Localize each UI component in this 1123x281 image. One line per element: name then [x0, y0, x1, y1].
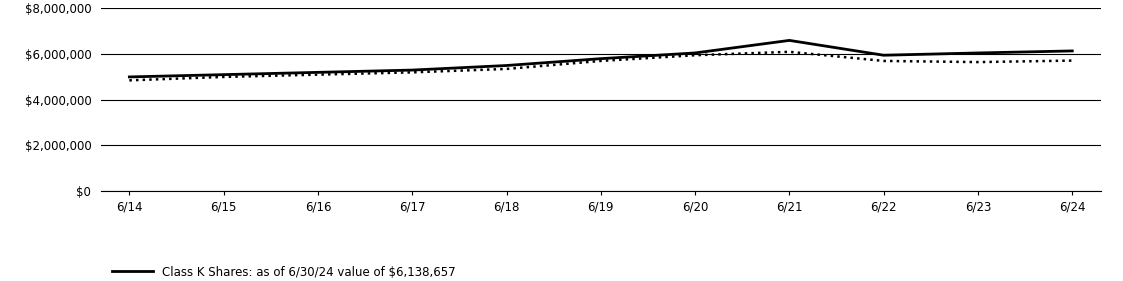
Class K Shares: as of 6/30/24 value of $6,138,657: (10, 6.14e+06): as of 6/30/24 value of $6,138,657: (10, … [1066, 49, 1079, 53]
Class K Shares: as of 6/30/24 value of $6,138,657: (9, 6.05e+06): as of 6/30/24 value of $6,138,657: (9, 6… [971, 51, 985, 55]
Class K Shares: as of 6/30/24 value of $6,138,657: (4, 5.5e+06): as of 6/30/24 value of $6,138,657: (4, 5… [500, 64, 513, 67]
Bloomberg U.S. Aggregate Bond Index: as of 6/30/24 value of $5,715,203: (4, 5.35e+06): as of 6/30/24 value of $5,715,203: (4, 5… [500, 67, 513, 71]
Legend: Class K Shares: as of 6/30/24 value of $6,138,657, Bloomberg U.S. Aggregate Bond: Class K Shares: as of 6/30/24 value of $… [107, 261, 601, 281]
Class K Shares: as of 6/30/24 value of $6,138,657: (6, 6.05e+06): as of 6/30/24 value of $6,138,657: (6, 6… [688, 51, 702, 55]
Class K Shares: as of 6/30/24 value of $6,138,657: (3, 5.3e+06): as of 6/30/24 value of $6,138,657: (3, 5… [405, 68, 419, 72]
Bloomberg U.S. Aggregate Bond Index: as of 6/30/24 value of $5,715,203: (9, 5.65e+06): as of 6/30/24 value of $5,715,203: (9, 5… [971, 60, 985, 64]
Bloomberg U.S. Aggregate Bond Index: as of 6/30/24 value of $5,715,203: (2, 5.1e+06): as of 6/30/24 value of $5,715,203: (2, 5… [311, 73, 325, 76]
Class K Shares: as of 6/30/24 value of $6,138,657: (8, 5.95e+06): as of 6/30/24 value of $6,138,657: (8, 5… [877, 54, 891, 57]
Bloomberg U.S. Aggregate Bond Index: as of 6/30/24 value of $5,715,203: (10, 5.72e+06): as of 6/30/24 value of $5,715,203: (10, … [1066, 59, 1079, 62]
Bloomberg U.S. Aggregate Bond Index: as of 6/30/24 value of $5,715,203: (0, 4.85e+06): as of 6/30/24 value of $5,715,203: (0, 4… [122, 79, 136, 82]
Line: Bloomberg U.S. Aggregate Bond Index: as of 6/30/24 value of $5,715,203: Bloomberg U.S. Aggregate Bond Index: as … [129, 52, 1072, 80]
Class K Shares: as of 6/30/24 value of $6,138,657: (7, 6.6e+06): as of 6/30/24 value of $6,138,657: (7, 6… [783, 39, 796, 42]
Class K Shares: as of 6/30/24 value of $6,138,657: (5, 5.8e+06): as of 6/30/24 value of $6,138,657: (5, 5… [594, 57, 608, 60]
Bloomberg U.S. Aggregate Bond Index: as of 6/30/24 value of $5,715,203: (3, 5.2e+06): as of 6/30/24 value of $5,715,203: (3, 5… [405, 71, 419, 74]
Bloomberg U.S. Aggregate Bond Index: as of 6/30/24 value of $5,715,203: (1, 5e+06): as of 6/30/24 value of $5,715,203: (1, 5… [217, 75, 230, 79]
Class K Shares: as of 6/30/24 value of $6,138,657: (2, 5.2e+06): as of 6/30/24 value of $6,138,657: (2, 5… [311, 71, 325, 74]
Bloomberg U.S. Aggregate Bond Index: as of 6/30/24 value of $5,715,203: (6, 5.95e+06): as of 6/30/24 value of $5,715,203: (6, 5… [688, 54, 702, 57]
Bloomberg U.S. Aggregate Bond Index: as of 6/30/24 value of $5,715,203: (8, 5.7e+06): as of 6/30/24 value of $5,715,203: (8, 5… [877, 59, 891, 63]
Bloomberg U.S. Aggregate Bond Index: as of 6/30/24 value of $5,715,203: (7, 6.1e+06): as of 6/30/24 value of $5,715,203: (7, 6… [783, 50, 796, 53]
Class K Shares: as of 6/30/24 value of $6,138,657: (0, 5e+06): as of 6/30/24 value of $6,138,657: (0, 5… [122, 75, 136, 79]
Bloomberg U.S. Aggregate Bond Index: as of 6/30/24 value of $5,715,203: (5, 5.7e+06): as of 6/30/24 value of $5,715,203: (5, 5… [594, 59, 608, 63]
Line: Class K Shares: as of 6/30/24 value of $6,138,657: Class K Shares: as of 6/30/24 value of $… [129, 40, 1072, 77]
Class K Shares: as of 6/30/24 value of $6,138,657: (1, 5.1e+06): as of 6/30/24 value of $6,138,657: (1, 5… [217, 73, 230, 76]
